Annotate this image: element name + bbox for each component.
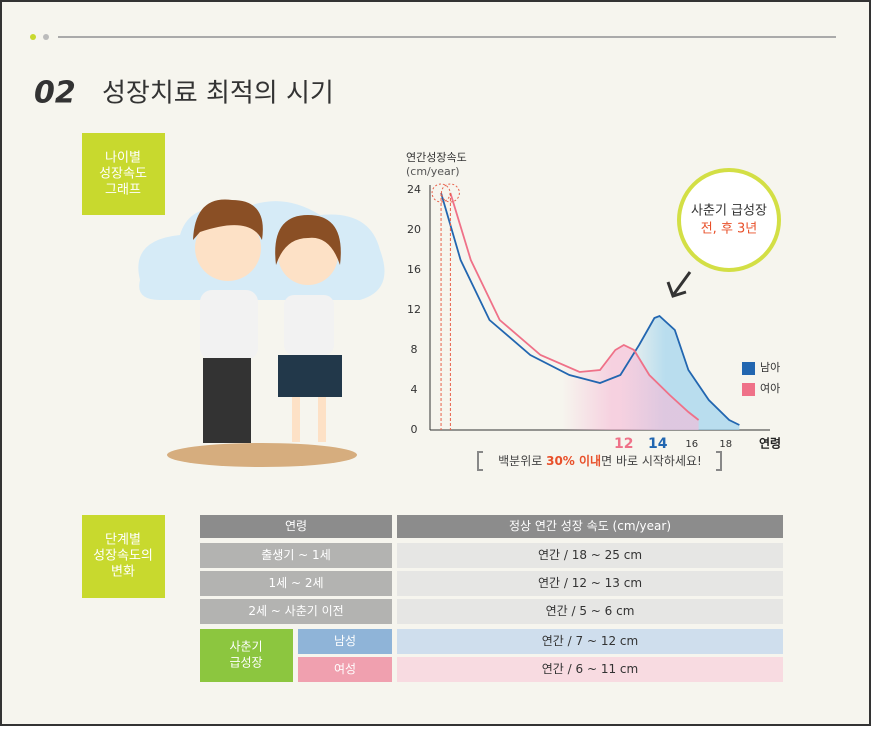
y-tick-label: 0 <box>411 423 418 436</box>
row-label-cell <box>298 629 392 654</box>
callout-ring <box>677 168 781 272</box>
note: 백분위로 30% 이내면 바로 시작하세요! <box>498 453 702 468</box>
legend-swatch <box>742 362 755 375</box>
row-value: 연간 / 5 ~ 6 cm <box>546 604 635 618</box>
row-value: 연간 / 12 ~ 13 cm <box>538 576 642 590</box>
peak-ring <box>440 183 460 203</box>
label-line: 단계별 <box>105 533 141 548</box>
row-value-cell <box>397 599 783 624</box>
row-label: 1세 ~ 2세 <box>268 576 323 590</box>
label-box <box>82 515 165 598</box>
table: 연령 정상 연간 성장 속도 (cm/year) 출생기 ~ 1세 연간 / 18 ~… <box>200 515 783 682</box>
row-value-cell <box>397 629 783 654</box>
illustration <box>138 199 385 467</box>
row-value: 연간 / 7 ~ 12 cm <box>542 634 638 648</box>
y-tick-label: 8 <box>411 343 418 356</box>
dot <box>30 34 36 40</box>
header: 정상 연간 성장 속도 (cm/year) <box>509 519 671 533</box>
x-axis-title: 연령 <box>759 436 781 451</box>
label-line: 변화 <box>111 565 135 580</box>
x-tick-label: 14 <box>648 436 668 452</box>
legend-label: 남아 <box>760 361 780 374</box>
row-label-cell <box>200 543 392 568</box>
callout-sub: 전, 후 3년 <box>701 222 758 237</box>
row-value: 연간 / 6 ~ 11 cm <box>542 662 638 676</box>
x-tick-label: 16 <box>685 439 698 450</box>
row-label: 2세 ~ 사춘기 이전 <box>248 604 343 618</box>
note-part: 백분위로 <box>498 454 546 468</box>
x-tick-label: 18 <box>719 439 732 450</box>
row-label: 여성 <box>334 662 356 676</box>
row-label-cell <box>200 599 392 624</box>
line <box>449 192 700 421</box>
y-tick-label: 12 <box>407 303 421 316</box>
note-part: 면 바로 시작하세요! <box>601 454 702 468</box>
callout-title: 사춘기 급성장 <box>691 204 767 219</box>
note-part: 30% 이내 <box>546 453 601 468</box>
line <box>440 192 740 426</box>
x-tick-label: 12 <box>614 436 633 452</box>
label-line: 급성장 <box>229 656 262 670</box>
row-value: 연간 / 18 ~ 25 cm <box>538 548 642 562</box>
y-axis-unit: (cm/year) <box>406 165 460 178</box>
label-line: 사춘기 <box>229 640 262 654</box>
label-box <box>82 133 165 215</box>
callout-arrow <box>666 271 692 298</box>
header-cell <box>200 515 392 538</box>
row-label: 남성 <box>334 634 356 648</box>
y-tick-label: 16 <box>407 263 421 276</box>
header: 연령 <box>285 519 307 533</box>
legend-swatch <box>742 383 755 396</box>
section-number: 02 <box>34 76 76 111</box>
dot <box>43 34 49 40</box>
label-line: 성장속도 <box>99 167 147 182</box>
group-cell <box>200 629 293 682</box>
note-bracket <box>477 451 722 471</box>
row-label-cell <box>200 571 392 596</box>
y-tick-label: 4 <box>411 383 418 396</box>
label-line: 나이별 <box>105 151 141 166</box>
y-axis-title: 연간성장속도 <box>406 151 467 164</box>
legend-label: 여아 <box>760 382 780 395</box>
label-line: 성장속도의 <box>93 549 153 564</box>
row-value-cell <box>397 571 783 596</box>
page-title: 성장치료 최적의 시기 <box>102 79 334 109</box>
row-value-cell <box>397 657 783 682</box>
row-label: 출생기 ~ 1세 <box>261 548 330 562</box>
header-cell <box>397 515 783 538</box>
y-tick-label: 24 <box>407 183 421 196</box>
label-line: 그래프 <box>105 183 141 198</box>
row-value-cell <box>397 543 783 568</box>
row-label-cell <box>298 657 392 682</box>
y-tick-label: 20 <box>407 223 421 236</box>
area <box>450 193 699 430</box>
